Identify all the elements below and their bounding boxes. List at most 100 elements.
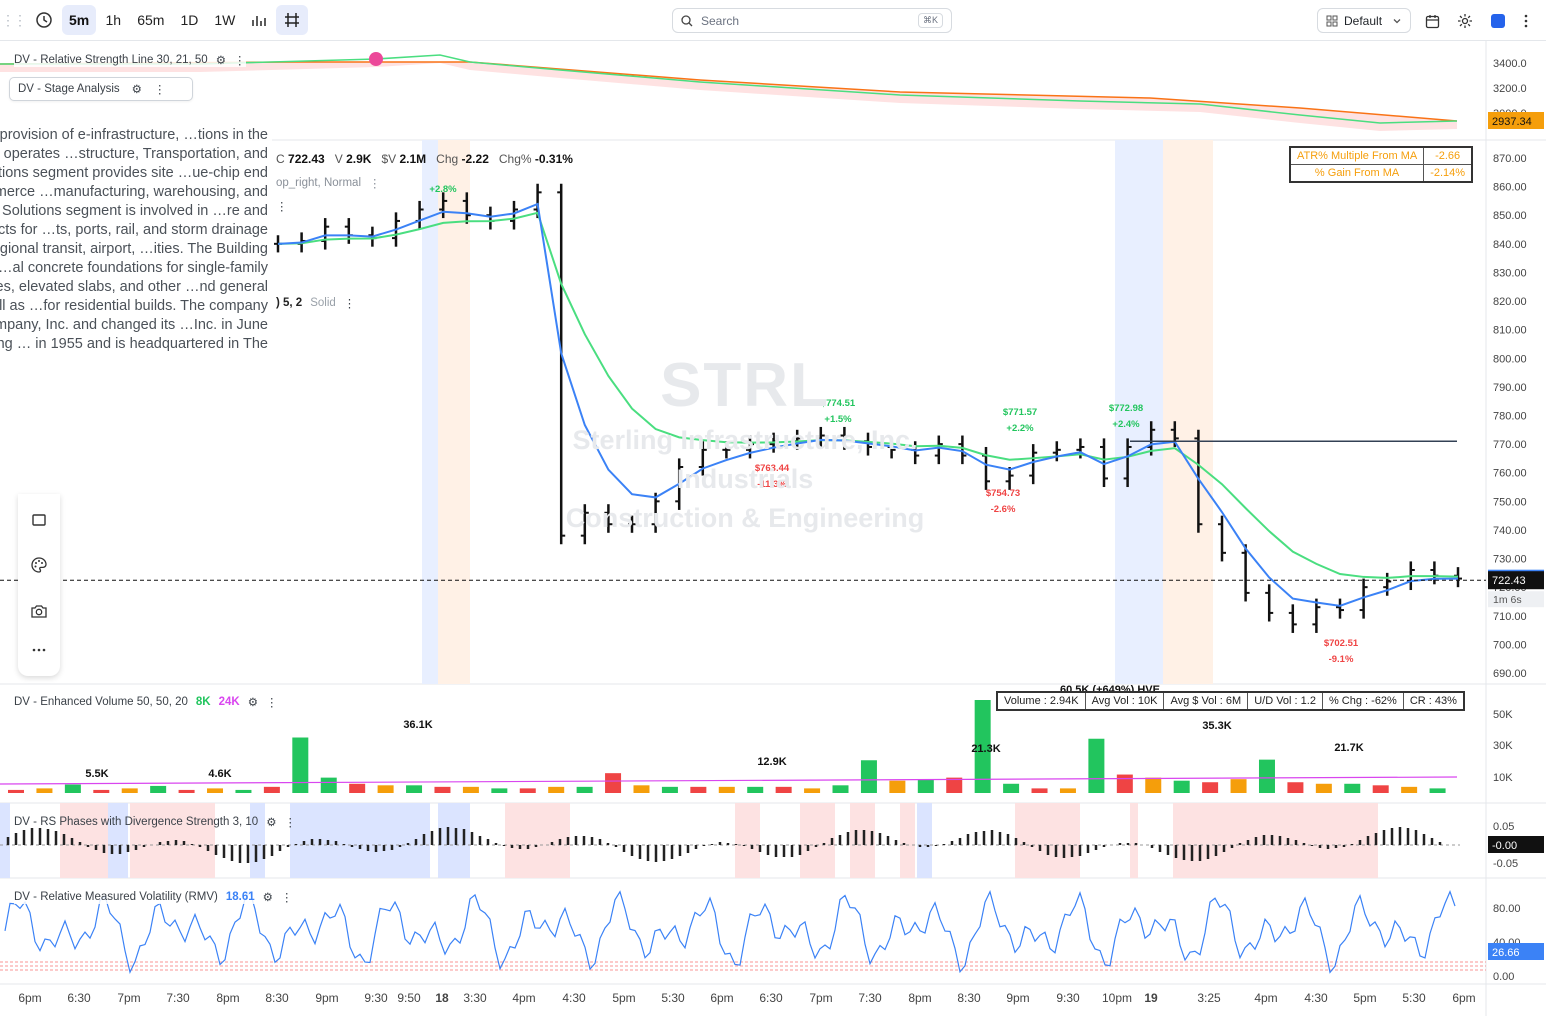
volume-legend[interactable]: DV - Enhanced Volume 50, 50, 20 8K 24K ⚙…: [14, 695, 278, 709]
volume-bar: [93, 789, 110, 793]
volume-avg-line: [0, 776, 1458, 785]
volume-stats-row: Volume : 2.94K Avg Vol : 10K Avg $ Vol : 6…: [996, 691, 1465, 711]
volume-bar: [974, 700, 991, 793]
volume-bar: [1202, 782, 1219, 793]
price-axis-tick: 760.00: [1493, 468, 1527, 480]
volume-bar: [207, 788, 224, 793]
time-axis-tick: 5:30: [661, 991, 685, 1005]
search-input[interactable]: [701, 13, 918, 28]
volume-bar: [235, 789, 252, 793]
volume-bar: [1116, 774, 1133, 793]
volume-bar: [377, 785, 394, 793]
timeframe-1h[interactable]: 1h: [105, 12, 122, 28]
rmv-axis-tick: 80.00: [1493, 903, 1521, 915]
rs-phases-legend[interactable]: DV - RS Phases with Divergence Strength …: [14, 815, 296, 829]
price-axis-tick: 860.00: [1493, 182, 1527, 194]
swing-pct-label: -2.6%: [991, 504, 1016, 515]
crosshair-icon[interactable]: [276, 5, 309, 35]
session-band: [422, 140, 438, 684]
overlay-legend-1-text: op_right, Normal: [276, 177, 362, 189]
overlay-legend-3[interactable]: ) 5, 2 Solid ⋮: [276, 296, 356, 310]
more-vertical-icon[interactable]: [1514, 9, 1538, 33]
volume-more-icon[interactable]: ⋮: [266, 697, 278, 709]
rmv-settings-icon[interactable]: ⚙: [262, 892, 273, 904]
rs-line-settings-icon[interactable]: ⚙: [215, 55, 227, 67]
price-axis-tick: 870.00: [1493, 153, 1527, 165]
search-box[interactable]: ⌘K: [672, 8, 952, 33]
volume-axis-tick: 50K: [1493, 709, 1513, 721]
phase-band: [0, 803, 10, 878]
price-axis-tick: 750.00: [1493, 496, 1527, 508]
volume-bar: [462, 786, 479, 793]
volume-bar: [1315, 783, 1332, 793]
countdown-label: 1m 6s: [1493, 594, 1522, 606]
drag-handle-icon[interactable]: ⋮⋮: [1, 11, 27, 28]
timeframe-5m[interactable]: 5m: [62, 5, 97, 35]
rs-line-more-icon[interactable]: ⋮: [234, 55, 246, 67]
time-axis-tick: 7:30: [858, 991, 882, 1005]
overlay-1-more-icon[interactable]: ⋮: [369, 178, 381, 190]
atr-row: ATR% Multiple From MA -2.66: [1289, 146, 1473, 165]
volume-peak-label: 12.9K: [757, 756, 786, 768]
volume-peak-label: 21.3K: [971, 743, 1000, 755]
swing-price-label: $772.98: [1109, 403, 1143, 414]
color-swatch-icon[interactable]: [1486, 9, 1510, 33]
phase-band: [735, 803, 760, 878]
clock-icon[interactable]: [28, 5, 60, 35]
calendar-icon[interactable]: [1420, 9, 1444, 33]
rectangle-tool-icon[interactable]: [31, 513, 47, 527]
volume-bar: [605, 773, 622, 793]
layout-dropdown[interactable]: Default: [1317, 8, 1411, 33]
volume-bar: [1059, 788, 1076, 793]
time-axis-tick: 7pm: [117, 991, 140, 1005]
volume-label: DV - Enhanced Volume 50, 50, 20: [14, 696, 188, 708]
volume-bar: [178, 789, 195, 793]
phase-band: [1173, 803, 1378, 878]
volume-bar: [1401, 786, 1418, 793]
volume-bar: [8, 789, 24, 793]
swing-pct-label: -9.1%: [1329, 654, 1354, 665]
more-horizontal-icon[interactable]: [32, 648, 46, 652]
overlay-2-more-icon[interactable]: ⋮: [276, 201, 288, 213]
volume-bar: [406, 785, 423, 793]
volume-settings-icon[interactable]: ⚙: [247, 697, 259, 709]
volume-bar: [150, 785, 167, 793]
rmv-more-icon[interactable]: ⋮: [280, 892, 293, 904]
bar-chart-icon[interactable]: [244, 5, 274, 35]
volume-axis-tick: 10K: [1493, 772, 1513, 784]
timeframe-1d[interactable]: 1D: [180, 12, 199, 28]
timeframe-1w[interactable]: 1W: [214, 12, 236, 28]
layout-label: Default: [1344, 13, 1383, 28]
volume-peak-label: 35.3K: [1202, 720, 1231, 732]
volume-bar: [519, 788, 536, 793]
top-toolbar: ⋮⋮ 5m 1h 65m 1D 1W ⌘K Default: [0, 0, 1546, 41]
chart-canvas[interactable]: 870.00 860.00 850.00 840.00 830.00 820.00 810.…: [0, 41, 1546, 1016]
palette-icon[interactable]: [30, 556, 48, 574]
time-axis-tick: 9pm: [315, 991, 338, 1005]
phase-band: [130, 803, 215, 878]
stage-analysis-legend[interactable]: DV - Stage Analysis ⚙ ⋮: [9, 77, 193, 101]
volume-bar: [320, 777, 337, 793]
volume-bar: [690, 786, 707, 793]
volume-bar: [1003, 783, 1020, 793]
countdown-badge: [1488, 591, 1544, 608]
stage-settings-icon[interactable]: ⚙: [131, 84, 142, 96]
overlay-3-more-icon[interactable]: ⋮: [343, 298, 356, 310]
settings-gear-icon[interactable]: [1453, 9, 1477, 33]
company-description-panel: …ages in the provision of e-infrastructu…: [0, 126, 272, 494]
volume-bar: [121, 788, 138, 793]
overlay-legend-1[interactable]: op_right, Normal ⋮: [276, 176, 381, 190]
price-axis-tick: 820.00: [1493, 296, 1527, 308]
swing-pct-label: +1.5%: [824, 414, 852, 425]
timeframe-65m[interactable]: 65m: [137, 12, 165, 28]
camera-icon[interactable]: [30, 603, 48, 619]
stage-more-icon[interactable]: ⋮: [153, 84, 166, 96]
rs-phases-settings-icon[interactable]: ⚙: [266, 817, 277, 829]
overlay-legend-2-menu[interactable]: ⋮: [276, 199, 288, 213]
time-axis-tick: 6:30: [67, 991, 91, 1005]
rs-line-legend[interactable]: DV - Relative Strength Line 30, 21, 50 ⚙…: [14, 53, 246, 67]
time-axis-tick: 5pm: [1353, 991, 1376, 1005]
volume-bar: [917, 779, 934, 793]
rmv-legend[interactable]: DV - Relative Measured Volatility (RMV) …: [14, 890, 293, 904]
rs-phases-more-icon[interactable]: ⋮: [284, 817, 297, 829]
